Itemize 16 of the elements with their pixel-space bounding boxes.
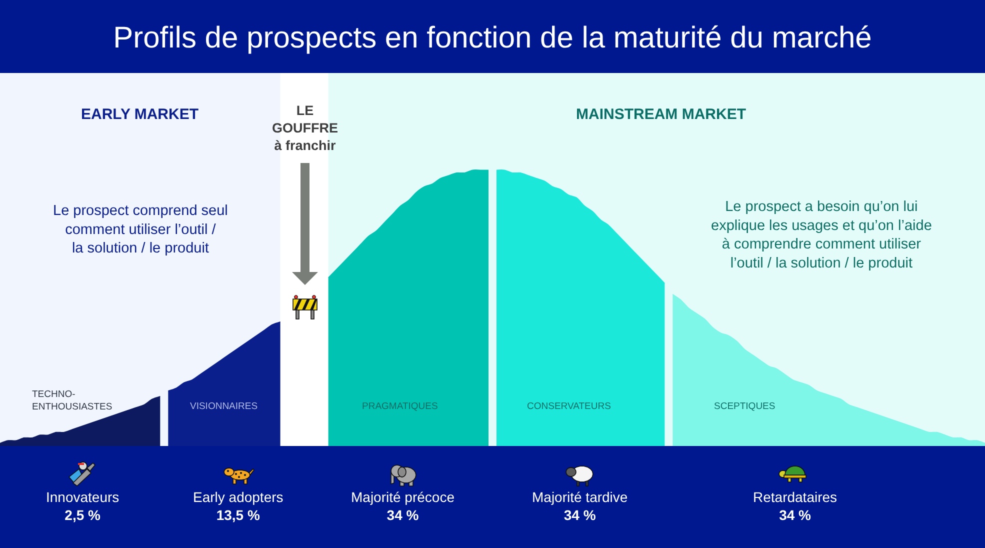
annotation: Le prospect comprend seul comment utiliser l’outil / la solution / le produit	[53, 203, 228, 257]
text: Innovateurs 2,5 %	[46, 489, 120, 524]
series-label: CONSERVATEURS	[527, 401, 611, 412]
text: MAINSTREAM MARKET	[576, 106, 746, 123]
text: Majorité tardive 34 %	[532, 489, 628, 524]
text: Majorité précoce 34 %	[351, 489, 455, 524]
series-label: TECHNO- ENTHOUSIASTES	[32, 389, 112, 412]
series-label: PRAGMATIQUES	[362, 401, 438, 412]
annotation: Le prospect a besoin qu’on lui explique les usages et qu’on l’aide à comprendre comment utiliser l’outil / la solution / le produit	[711, 199, 932, 272]
text: EARLY MARKET	[81, 106, 199, 123]
text: Retardataires 34 %	[753, 489, 838, 524]
chart-title: Profils de prospects en fonction de la maturité du marché	[113, 22, 872, 54]
text: Early adopters 13,5 %	[193, 489, 284, 524]
text: LE GOUFFRE à franchir	[272, 103, 338, 154]
series-label: SCEPTIQUES	[714, 401, 776, 412]
series-label: VISIONNAIRES	[190, 401, 258, 412]
